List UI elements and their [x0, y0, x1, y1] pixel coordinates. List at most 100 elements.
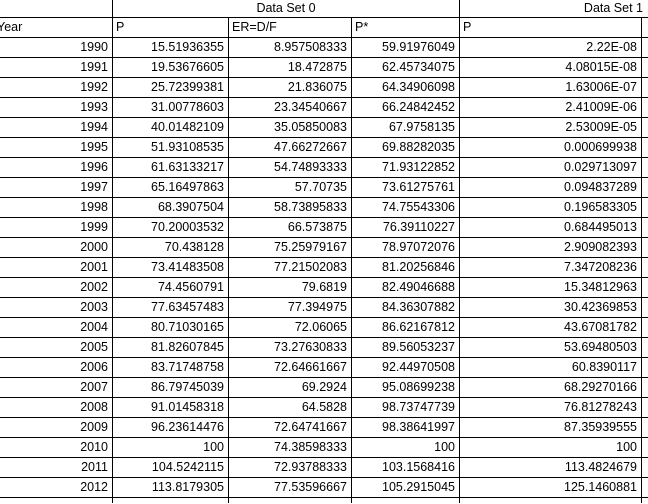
column-header-pstar[interactable]: P*	[352, 18, 460, 38]
column-header-year[interactable]: Year	[0, 18, 113, 38]
pstar-cell[interactable]: 62.45734075	[352, 58, 460, 78]
year-cell[interactable]: 2006	[0, 358, 113, 378]
er-cell[interactable]: 77.21502083	[229, 258, 352, 278]
year-cell[interactable]: 2009	[0, 418, 113, 438]
p-ds0-cell[interactable]: 86.79745039	[113, 378, 229, 398]
pstar-cell[interactable]: 74.75543306	[352, 198, 460, 218]
er-cell[interactable]: 75.25979167	[229, 238, 352, 258]
p-ds1-cell[interactable]: 68.29270166	[460, 378, 642, 398]
er-cell[interactable]: 79.6819	[229, 278, 352, 298]
er-cell[interactable]: 21.836075	[229, 78, 352, 98]
year-cell[interactable]: 1997	[0, 178, 113, 198]
er-cell[interactable]: 72.64661667	[229, 358, 352, 378]
er-cell[interactable]: 72.06065	[229, 318, 352, 338]
group-header-dataset1[interactable]: Data Set 1	[460, 0, 648, 18]
pstar-cell[interactable]: 66.24842452	[352, 98, 460, 118]
p-ds0-cell[interactable]: 61.63133217	[113, 158, 229, 178]
p-ds0-cell[interactable]: 91.01458318	[113, 398, 229, 418]
er-cell[interactable]: 73.27630833	[229, 338, 352, 358]
er-cell[interactable]: 23.34540667	[229, 98, 352, 118]
p-ds0-cell[interactable]: 74.4560791	[113, 278, 229, 298]
p-ds0-cell[interactable]: 40.01482109	[113, 118, 229, 138]
year-cell[interactable]: 1993	[0, 98, 113, 118]
pstar-cell[interactable]: 103.1568416	[352, 458, 460, 478]
pstar-cell[interactable]: 95.08699238	[352, 378, 460, 398]
year-cell[interactable]: 2005	[0, 338, 113, 358]
p-ds1-cell[interactable]: 60.8390117	[460, 358, 642, 378]
p-ds0-cell[interactable]: 96.23614476	[113, 418, 229, 438]
group-header-dataset0[interactable]: Data Set 0	[113, 0, 460, 18]
year-cell[interactable]: 1994	[0, 118, 113, 138]
pstar-cell[interactable]: 69.88282035	[352, 138, 460, 158]
p-ds1-cell[interactable]: 4.08015E-08	[460, 58, 642, 78]
year-cell[interactable]: 2007	[0, 378, 113, 398]
pstar-cell[interactable]: 105.2915045	[352, 478, 460, 498]
pstar-cell[interactable]: 100	[352, 438, 460, 458]
pstar-cell[interactable]: 89.56053237	[352, 338, 460, 358]
er-cell[interactable]: 72.93788333	[229, 458, 352, 478]
year-cell[interactable]: 2003	[0, 298, 113, 318]
pstar-cell[interactable]: 71.93122852	[352, 158, 460, 178]
p-ds0-cell[interactable]: 25.72399381	[113, 78, 229, 98]
p-ds1-cell[interactable]: 87.35939555	[460, 418, 642, 438]
p-ds1-cell[interactable]: 15.34812963	[460, 278, 642, 298]
year-cell[interactable]: 2010	[0, 438, 113, 458]
year-cell[interactable]: 2004	[0, 318, 113, 338]
year-cell[interactable]: 1998	[0, 198, 113, 218]
p-ds0-cell[interactable]: 65.16497863	[113, 178, 229, 198]
er-cell[interactable]: 74.38598333	[229, 438, 352, 458]
pstar-cell[interactable]: 86.62167812	[352, 318, 460, 338]
year-cell[interactable]: 2002	[0, 278, 113, 298]
pstar-cell[interactable]: 82.49046688	[352, 278, 460, 298]
pstar-cell[interactable]: 84.36307882	[352, 298, 460, 318]
p-ds0-cell[interactable]: 68.3907504	[113, 198, 229, 218]
pstar-cell[interactable]: 64.34906098	[352, 78, 460, 98]
pstar-cell[interactable]: 59.91976049	[352, 38, 460, 58]
corner-cell[interactable]	[0, 0, 113, 18]
er-cell[interactable]: 8.957508333	[229, 38, 352, 58]
year-cell[interactable]: 1995	[0, 138, 113, 158]
p-ds1-cell[interactable]: 53.69480503	[460, 338, 642, 358]
column-header-p-ds0[interactable]: P	[113, 18, 229, 38]
p-ds1-cell[interactable]: 1.63006E-07	[460, 78, 642, 98]
p-ds0-cell[interactable]: 77.63457483	[113, 298, 229, 318]
p-ds0-cell[interactable]: 104.5242115	[113, 458, 229, 478]
year-cell[interactable]: 2012	[0, 478, 113, 498]
er-cell[interactable]: 58.73895833	[229, 198, 352, 218]
er-cell[interactable]: 18.472875	[229, 58, 352, 78]
p-ds1-cell[interactable]: 0.094837289	[460, 178, 642, 198]
column-header-er[interactable]: ER=D/F	[229, 18, 352, 38]
p-ds0-cell[interactable]: 51.93108535	[113, 138, 229, 158]
p-ds1-cell[interactable]: 2.22E-08	[460, 38, 642, 58]
p-ds1-cell[interactable]: 76.81278243	[460, 398, 642, 418]
er-cell[interactable]: 77.394975	[229, 298, 352, 318]
year-cell[interactable]: 1992	[0, 78, 113, 98]
p-ds1-cell[interactable]: 113.4824679	[460, 458, 642, 478]
er-cell[interactable]: 77.53596667	[229, 478, 352, 498]
year-cell[interactable]: 2011	[0, 458, 113, 478]
p-ds1-cell[interactable]: 2.53009E-05	[460, 118, 642, 138]
pstar-cell[interactable]: 67.9758135	[352, 118, 460, 138]
p-ds1-cell[interactable]: 0.000699938	[460, 138, 642, 158]
pstar-cell[interactable]: 98.38641997	[352, 418, 460, 438]
pstar-cell[interactable]: 92.44970508	[352, 358, 460, 378]
p-ds0-cell[interactable]: 15.51936355	[113, 38, 229, 58]
er-cell[interactable]: 54.74893333	[229, 158, 352, 178]
er-cell[interactable]: 69.2924	[229, 378, 352, 398]
p-ds1-cell[interactable]: 30.42369853	[460, 298, 642, 318]
year-cell[interactable]: 2001	[0, 258, 113, 278]
pstar-cell[interactable]: 78.97072076	[352, 238, 460, 258]
year-cell[interactable]: 1990	[0, 38, 113, 58]
column-header-p-ds1[interactable]: P	[460, 18, 642, 38]
p-ds0-cell[interactable]: 100	[113, 438, 229, 458]
er-cell[interactable]: 66.573875	[229, 218, 352, 238]
pstar-cell[interactable]: 81.20256846	[352, 258, 460, 278]
year-cell[interactable]: 1999	[0, 218, 113, 238]
er-cell[interactable]: 35.05850083	[229, 118, 352, 138]
p-ds0-cell[interactable]: 31.00778603	[113, 98, 229, 118]
er-cell[interactable]: 57.70735	[229, 178, 352, 198]
pstar-cell[interactable]: 76.39110227	[352, 218, 460, 238]
pstar-cell[interactable]: 73.61275761	[352, 178, 460, 198]
p-ds1-cell[interactable]: 0.029713097	[460, 158, 642, 178]
p-ds0-cell[interactable]: 70.438128	[113, 238, 229, 258]
